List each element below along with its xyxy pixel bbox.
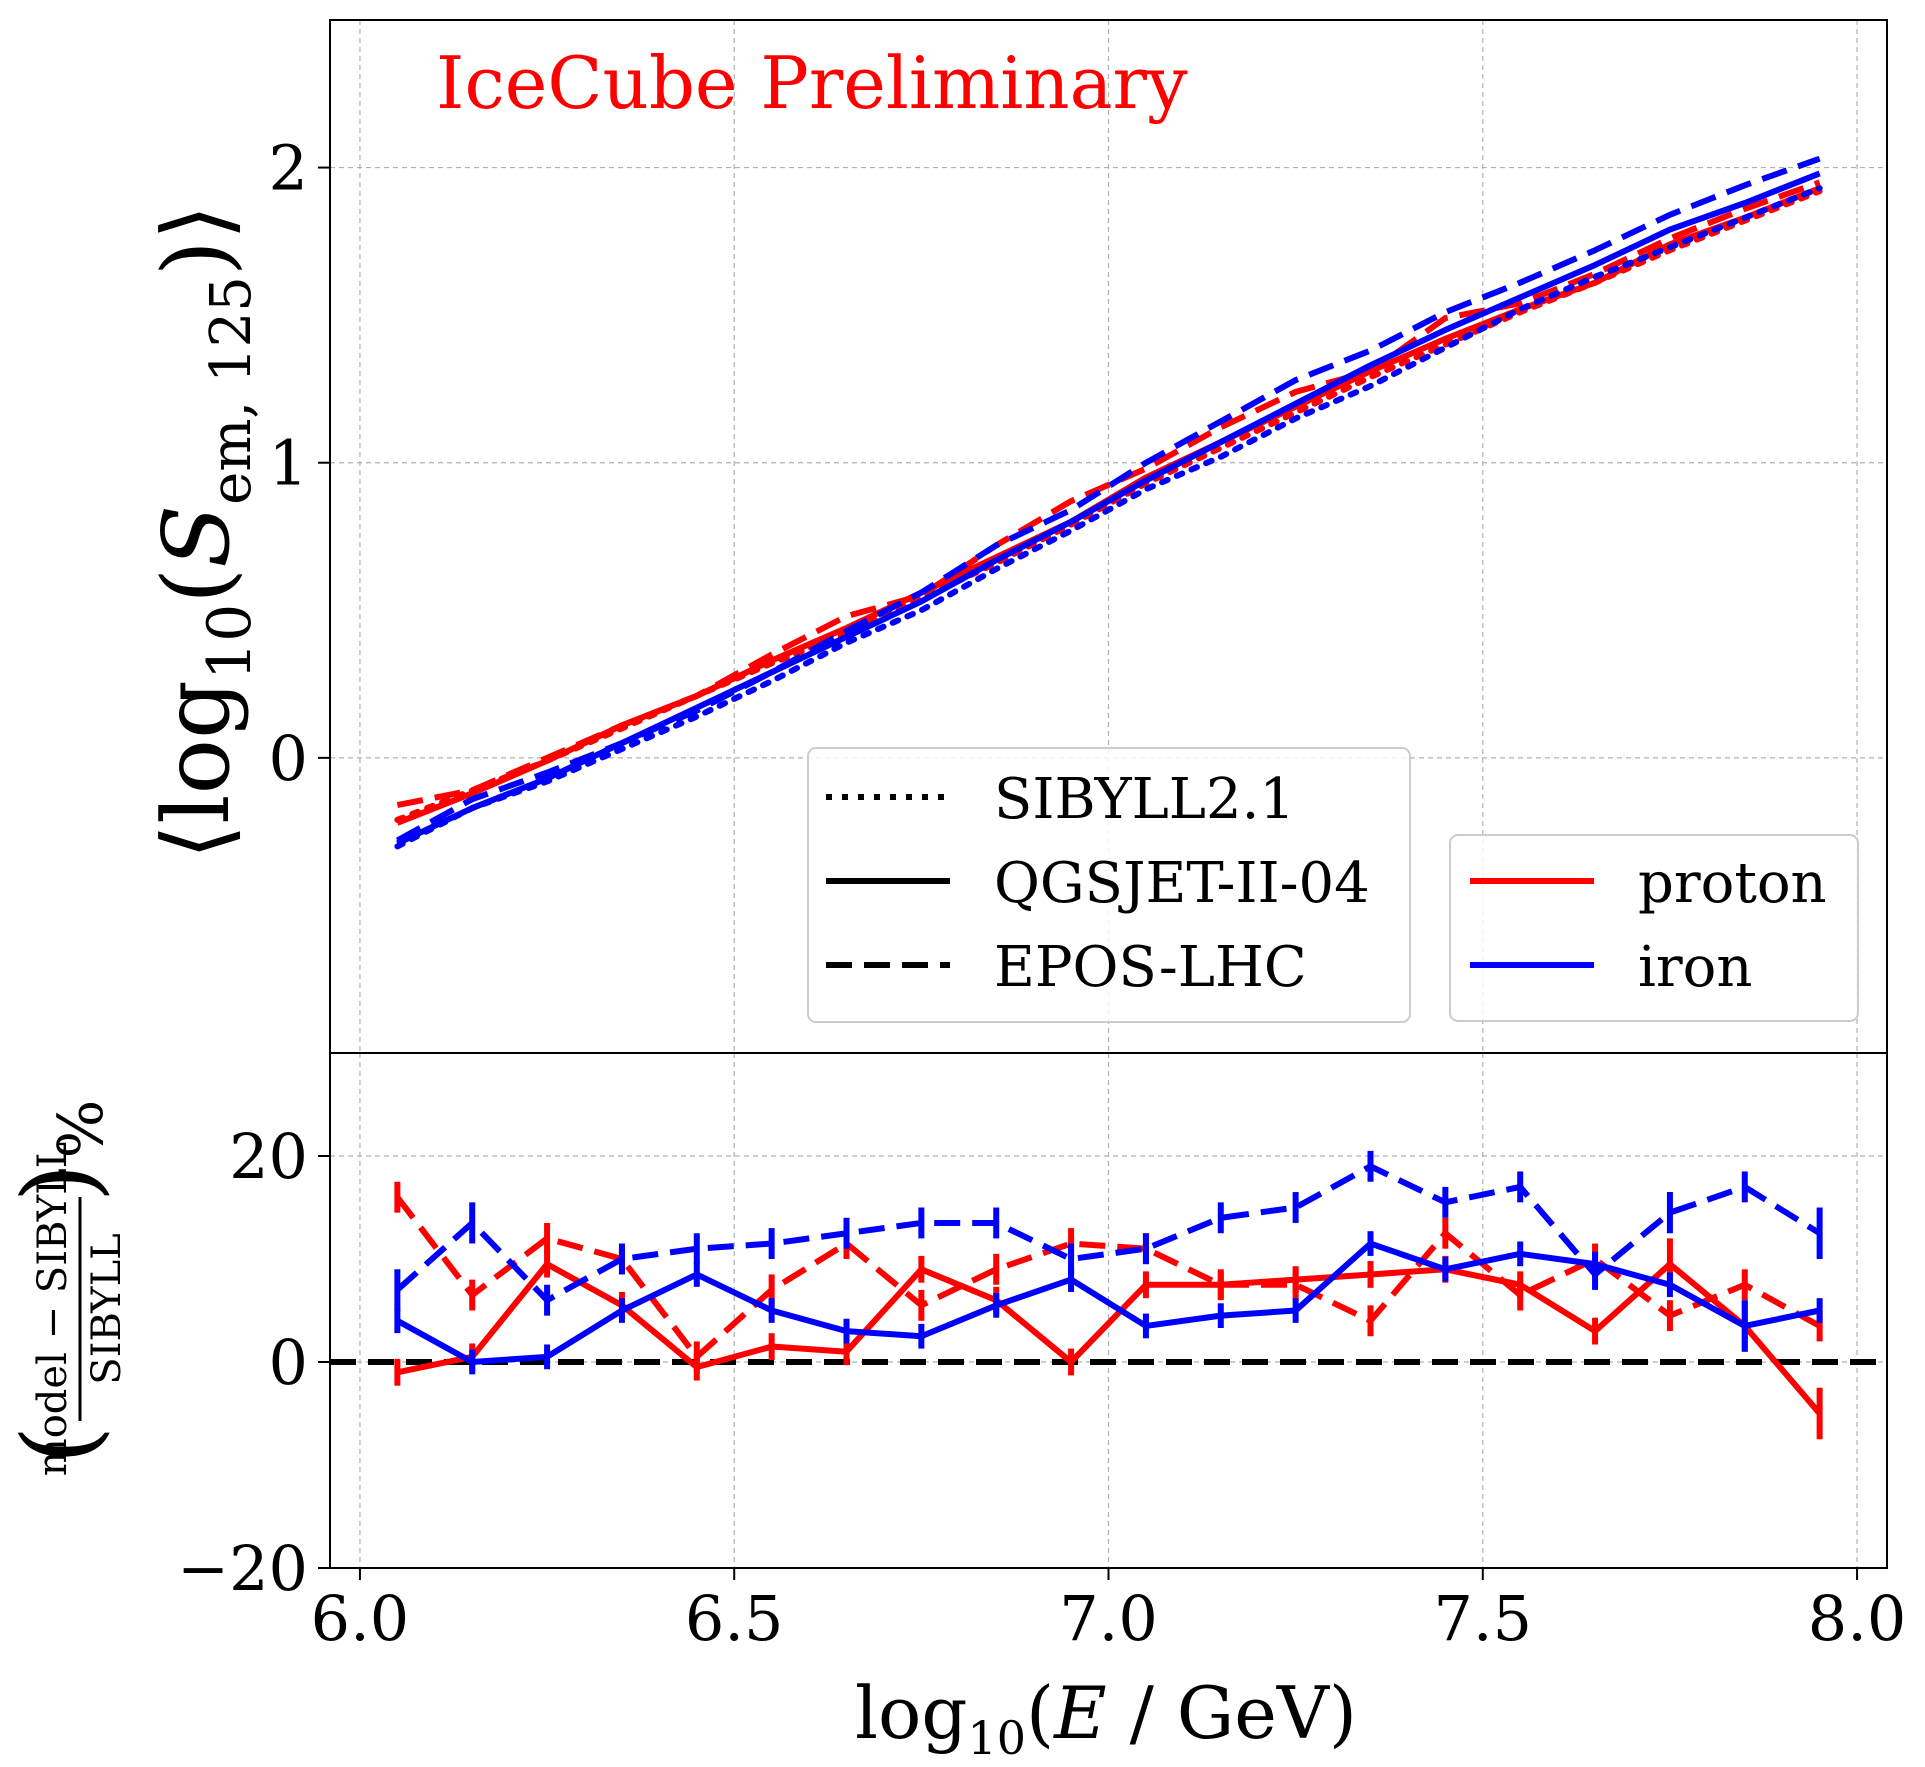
axis-ticks: 0 1 2 −20 0 20 6.0 6.5 7.0 7.5 8.0 — [177, 132, 1906, 1655]
x-tick-label: 7.0 — [1059, 1582, 1158, 1655]
top-series-iron-sibyll2-1 — [394, 185, 1823, 850]
legend-label-epos: EPOS-LHC — [994, 935, 1307, 1000]
top-series-proton-epos-lhc — [396, 179, 1821, 809]
bottom-y-tick-label: −20 — [177, 1532, 308, 1605]
bottom-y-label-percent: % — [44, 1100, 117, 1159]
bottom-panel-frame — [329, 1052, 1888, 1569]
legend-label-sibyll: SIBYLL2.1 — [994, 767, 1295, 832]
bottom-y-label-numerator: model − SIBYLL — [30, 1142, 76, 1476]
bottom-panel-series — [394, 1150, 1823, 1440]
legend-models: SIBYLL2.1 QGSJET-II-04 EPOS-LHC — [807, 747, 1411, 1023]
x-tick-label: 6.5 — [685, 1582, 784, 1655]
legend-primaries: proton iron — [1449, 834, 1859, 1022]
x-tick-label: 8.0 — [1808, 1582, 1907, 1655]
top-y-tick-label: 0 — [269, 722, 308, 795]
bottom-y-tick-label: 20 — [229, 1120, 308, 1193]
bottom-y-label-open-paren: ( — [1, 1425, 118, 1464]
legend-label-iron: iron — [1638, 935, 1752, 1000]
top-series-iron-qgsjet-ii-04 — [396, 170, 1821, 847]
x-tick-label: 6.0 — [311, 1582, 410, 1655]
icecube-preliminary-annotation: IceCube Preliminary — [436, 41, 1188, 125]
bottom-series-iron-qgsjet-ii-04 — [395, 1240, 1821, 1365]
x-axis-label: log10(E / GeV) — [855, 1671, 1357, 1765]
bottom-series-proton-qgsjet-ii-04 — [396, 1261, 1822, 1416]
legend-models-box — [807, 747, 1411, 1023]
bottom-series-iron-epos-lhc — [395, 1163, 1822, 1304]
top-panel-series — [394, 155, 1823, 850]
bottom-y-axis-label: ( model − SIBYLL SIBYLL ) % — [1, 1100, 130, 1477]
legend-label-proton: proton — [1638, 851, 1827, 916]
legend-label-qgsjet: QGSJET-II-04 — [994, 851, 1370, 916]
top-y-tick-label: 1 — [269, 427, 308, 500]
x-tick-label: 7.5 — [1433, 1582, 1532, 1655]
top-y-axis-label: ⟨log10(Sem, 125)⟩ — [143, 204, 265, 859]
bottom-y-label-close-paren: ) — [1, 1163, 118, 1202]
bottom-y-label-denominator: SIBYLL — [84, 1233, 130, 1384]
bottom-panel-grid — [330, 1053, 1887, 1569]
top-y-tick-label: 2 — [269, 132, 308, 205]
top-panel-grid — [330, 20, 1887, 1053]
bottom-y-tick-label: 0 — [269, 1326, 308, 1399]
